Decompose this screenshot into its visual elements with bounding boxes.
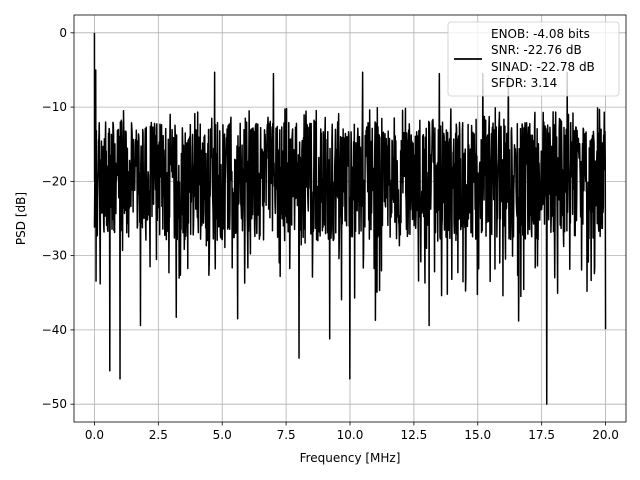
legend-box — [447, 21, 620, 97]
x-tick-label: 20.0 — [592, 428, 619, 442]
legend-entry-sfdr: SFDR: 3.14 — [491, 76, 557, 90]
legend-entry-enob: ENOB: -4.08 bits — [491, 27, 590, 41]
y-tick-label: −50 — [42, 397, 67, 411]
legend-entry-snr: SNR: -22.76 dB — [491, 43, 582, 57]
y-tick-label: −30 — [42, 249, 67, 263]
y-tick-label: −10 — [42, 100, 67, 114]
y-tick-label: 0 — [59, 26, 67, 40]
x-tick-label: 7.5 — [277, 428, 296, 442]
legend: ENOB: -4.08 bits SNR: -22.76 dB SINAD: -… — [447, 21, 620, 97]
y-tick-label: −40 — [42, 323, 67, 337]
x-tick-label: 12.5 — [401, 428, 428, 442]
x-tick-label: 2.5 — [149, 428, 168, 442]
y-tick-label: −20 — [42, 174, 67, 188]
x-tick-label: 0.0 — [85, 428, 104, 442]
x-tick-label: 10.0 — [337, 428, 364, 442]
x-tick-label: 15.0 — [464, 428, 491, 442]
x-axis-label: Frequency [MHz] — [300, 451, 401, 465]
legend-entry-sinad: SINAD: -22.78 dB — [491, 60, 595, 74]
x-tick-label: 5.0 — [213, 428, 232, 442]
psd-series-line — [93, 32, 607, 405]
y-axis-label: PSD [dB] — [14, 192, 28, 245]
axis-ticks: 0.0 2.5 5.0 7.5 10.0 12.5 15.0 17.5 20.0 0 −10 −20 −… — [42, 26, 619, 442]
x-tick-label: 17.5 — [528, 428, 555, 442]
plot-data — [93, 32, 607, 405]
